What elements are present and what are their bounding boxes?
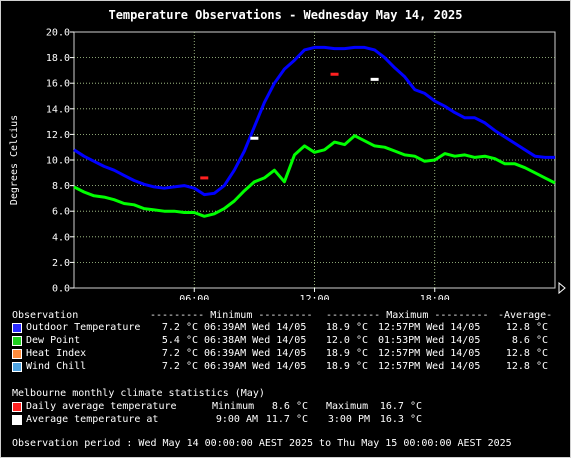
- y-tick-label: 14.0: [46, 104, 70, 115]
- climate-header: Melbourne monthly climate statistics (Ma…: [12, 388, 265, 399]
- daily-average-label: Daily average temperature: [26, 401, 177, 412]
- y-axis-label: Degrees Celcius: [9, 115, 20, 205]
- legend-min-time: 06:38AM Wed 14/05: [204, 335, 307, 346]
- y-tick-label: 0.0: [52, 284, 70, 295]
- legend-swatch: [12, 362, 22, 372]
- legend-average-value: 12.8 °C: [505, 361, 548, 372]
- series-line-outdoor-temperature: [73, 45, 555, 197]
- legend-min-value: 7.2 °C: [161, 348, 198, 359]
- daily-max-label: Maximum: [326, 401, 369, 412]
- legend-swatch: [12, 336, 22, 346]
- y-tick-label: 8.0: [52, 181, 70, 192]
- grid-lines: [74, 32, 555, 288]
- legend-average-header: -Average-: [498, 310, 553, 321]
- legend-max-value: 18.9 °C: [325, 361, 368, 372]
- y-tick-label: 4.0: [52, 232, 70, 243]
- legend-series-name: Heat Index: [26, 348, 87, 359]
- daily-min-label: Minimum: [212, 401, 255, 412]
- series-lines: [73, 45, 556, 218]
- legend-max-time: 12:57PM Wed 14/05: [378, 348, 481, 359]
- legend-max-value: 12.0 °C: [325, 335, 368, 346]
- legend-min-value: 7.2 °C: [161, 322, 198, 333]
- x-tick-label: 18:00: [420, 294, 450, 300]
- legend-max-value: 18.9 °C: [325, 322, 368, 333]
- legend-min-value: 5.4 °C: [161, 335, 198, 346]
- climate-marker-daily-average-temperature: [330, 72, 339, 76]
- y-tick-label: 10.0: [46, 156, 70, 167]
- average-at-time-2: 3:00 PM: [327, 414, 370, 425]
- legend-min-value: 7.2 °C: [161, 361, 198, 372]
- average-at-swatch: [12, 415, 22, 425]
- legend-min-time: 06:39AM Wed 14/05: [204, 322, 307, 333]
- y-tick-label: 12.0: [46, 130, 70, 141]
- legend-max-time: 01:53PM Wed 14/05: [378, 335, 481, 346]
- average-at-value-1: 11.7 °C: [265, 414, 308, 425]
- legend-min-time: 06:39AM Wed 14/05: [204, 348, 307, 359]
- legend-series-name: Dew Point: [26, 335, 81, 346]
- legend-max-value: 18.9 °C: [325, 348, 368, 359]
- legend-maximum-header: --------- Maximum ---------: [326, 310, 489, 321]
- legend-minimum-header: --------- Minimum ---------: [150, 310, 313, 321]
- x-axis-arrow-icon: [558, 281, 566, 295]
- average-at-time-1: 9:00 AM: [215, 414, 258, 425]
- climate-marker-average-temperature-at: [250, 136, 259, 140]
- y-tick-label: 18.0: [46, 53, 70, 64]
- legend-observation-header: Observation: [12, 310, 79, 321]
- legend-average-value: 12.8 °C: [505, 348, 548, 359]
- x-tick-label: 06:00: [179, 294, 209, 300]
- y-tick-label: 20.0: [46, 28, 70, 39]
- y-axis-ticks: 0.0 2.0 4.0 6.0 8.0 10.0 12.0 14.0 16.0 18.0 20.0: [46, 28, 74, 295]
- climate-marker-daily-average-temperature: [200, 176, 209, 180]
- daily-max-value: 16.7 °C: [379, 401, 422, 412]
- legend-swatch: [12, 323, 22, 333]
- legend-swatch: [12, 349, 22, 359]
- legend-max-time: 12:57PM Wed 14/05: [378, 361, 481, 372]
- legend-series-name: Outdoor Temperature: [26, 322, 141, 333]
- y-tick-label: 2.0: [52, 258, 70, 269]
- daily-min-value: 8.6 °C: [271, 401, 308, 412]
- legend-average-value: 8.6 °C: [511, 335, 548, 346]
- x-axis-ticks: 06:00 12:00 18:00: [179, 288, 450, 300]
- legend-min-time: 06:39AM Wed 14/05: [204, 361, 307, 372]
- y-tick-label: 16.0: [46, 79, 70, 90]
- daily-average-swatch: [12, 402, 22, 412]
- temperature-chart: 0.02.04.06.08.010.012.014.016.018.020.0 …: [9, 28, 566, 300]
- legend-max-time: 12:57PM Wed 14/05: [378, 322, 481, 333]
- average-at-value-2: 16.3 °C: [379, 414, 422, 425]
- climate-marker-average-temperature-at: [370, 77, 379, 81]
- legend-series-name: Wind Chill: [26, 361, 87, 372]
- average-at-label: Average temperature at: [26, 414, 159, 425]
- y-tick-label: 6.0: [52, 207, 70, 218]
- series-line-dew-point: [73, 134, 556, 218]
- chart-title: Temperature Observations - Wednesday May…: [108, 8, 463, 22]
- observation-period: Observation period : Wed May 14 00:00:00…: [12, 438, 512, 449]
- climate-markers: [200, 72, 379, 180]
- x-tick-label: 12:00: [299, 294, 329, 300]
- legend-average-value: 12.8 °C: [505, 322, 548, 333]
